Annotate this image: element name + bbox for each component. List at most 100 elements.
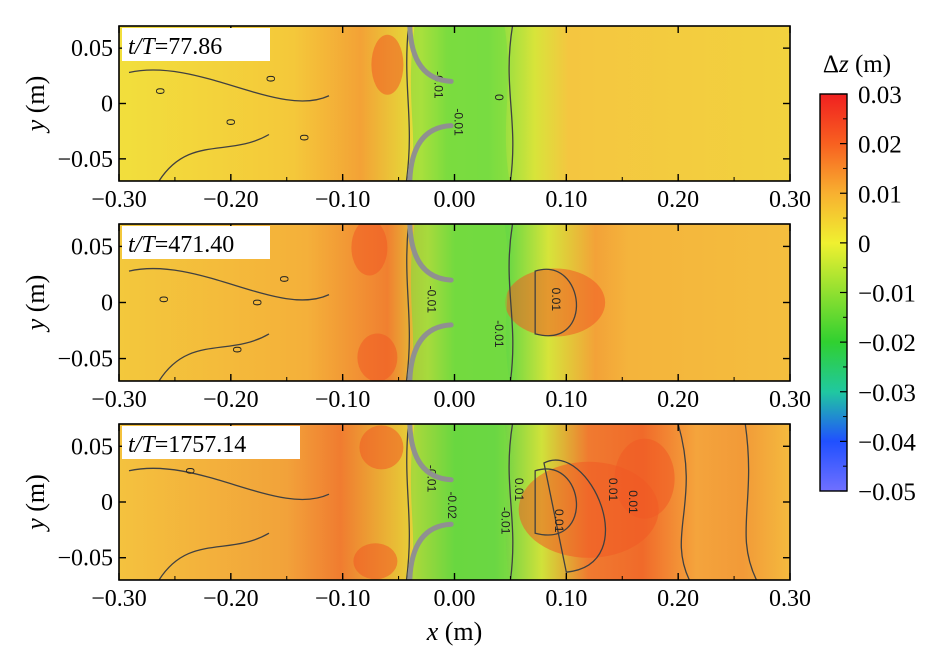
contour-line bbox=[543, 459, 607, 573]
time-label-value: =471.40 bbox=[155, 232, 235, 258]
contour-label: -0.01 bbox=[425, 286, 439, 314]
y-tick-label: 0.05 bbox=[71, 434, 113, 460]
x-tick-label: −0.20 bbox=[203, 586, 259, 612]
x-tick-label: −0.30 bbox=[91, 387, 147, 413]
time-label: t/T=471.40 bbox=[128, 232, 234, 258]
erosion-blob bbox=[353, 543, 398, 580]
contour-label: 0 bbox=[183, 467, 197, 474]
x-tick-label: 0.10 bbox=[545, 187, 587, 213]
colorbar-title-symbol: Δ bbox=[823, 51, 839, 78]
colorbar-tick-label: −0.05 bbox=[858, 479, 916, 506]
structure-arc-lower bbox=[407, 123, 454, 181]
contour-line bbox=[128, 267, 330, 301]
contour-line bbox=[534, 268, 578, 337]
contour-label: 0 bbox=[492, 94, 506, 101]
y-tick-label: 0.05 bbox=[71, 234, 113, 260]
time-label-box bbox=[122, 28, 270, 61]
x-tick-label: −0.30 bbox=[91, 586, 147, 612]
colorbar-tick-label: −0.04 bbox=[858, 429, 916, 456]
structure-arc-upper bbox=[407, 224, 454, 283]
contour-label: 0 bbox=[277, 276, 291, 283]
erosion-blob bbox=[351, 224, 388, 276]
x-tick-label: −0.10 bbox=[315, 187, 371, 213]
time-label: t/T=77.86 bbox=[128, 34, 222, 60]
x-tick-label: 0.00 bbox=[434, 586, 476, 612]
x-tick-label: 0.00 bbox=[434, 387, 476, 413]
contour-line bbox=[677, 424, 690, 580]
x-tick-label: 0.30 bbox=[769, 187, 811, 213]
time-label-box bbox=[122, 226, 270, 259]
time-label-symbol: t/T bbox=[128, 34, 156, 60]
x-tick-label: −0.10 bbox=[315, 387, 371, 413]
x-tick-label: −0.20 bbox=[203, 387, 259, 413]
y-tick-label: 0 bbox=[101, 490, 113, 516]
contour-line bbox=[508, 224, 514, 381]
y-tick-label: −0.05 bbox=[57, 347, 113, 373]
y-axis-label: y (m) bbox=[21, 275, 50, 334]
contour-line bbox=[158, 532, 270, 580]
contour-label: 0 bbox=[297, 134, 311, 141]
colorbar: 0.03 0.02 0.01 0 −0.01 −0.02 −0.03 −0.04 −0.05 Δz… bbox=[819, 51, 916, 506]
time-label-symbol: t/T bbox=[128, 232, 156, 258]
contour-line bbox=[405, 224, 410, 381]
y-axis-label-symbol: y bbox=[21, 318, 50, 333]
colorbar-tick-label: −0.02 bbox=[858, 330, 916, 357]
time-label-box bbox=[122, 426, 300, 459]
contour-label: 0 bbox=[153, 88, 167, 95]
time-label-value: =77.86 bbox=[155, 34, 223, 60]
contour-label: -0.01 bbox=[492, 320, 506, 348]
x-tick-label: 0.20 bbox=[657, 586, 699, 612]
scour-channel bbox=[409, 424, 510, 580]
y-axis-label-unit: (m) bbox=[21, 474, 50, 518]
structure-arc-upper bbox=[407, 26, 454, 84]
contour-label: 0.01 bbox=[626, 490, 640, 514]
erosion-blob bbox=[505, 268, 606, 337]
contour-line bbox=[508, 26, 514, 181]
x-axis-label-symbol: x bbox=[426, 617, 439, 646]
x-tick-label: −0.30 bbox=[91, 187, 147, 213]
erosion-blob bbox=[357, 333, 398, 381]
contour-label: 0 bbox=[264, 75, 278, 82]
panels: 0 0 0 0 0 -0.01 -0.01 −0.30 −0.20 −0.10 0.00 0.10 0.… bbox=[21, 25, 811, 646]
y-tick-label: −0.05 bbox=[57, 147, 113, 173]
contour-line bbox=[744, 424, 758, 580]
time-label-value: =1757.14 bbox=[155, 432, 247, 458]
colorbar-title-unit: (m) bbox=[849, 51, 891, 78]
contour-line bbox=[405, 26, 410, 181]
contour-label: 0 bbox=[223, 119, 237, 126]
contour-label: 0.01 bbox=[549, 288, 563, 312]
colorbar-title-variable: z bbox=[838, 51, 849, 78]
time-label-symbol: t/T bbox=[128, 432, 156, 458]
y-axis-label-symbol: y bbox=[21, 518, 50, 533]
structure-arc-upper bbox=[407, 424, 454, 483]
y-tick-label: 0 bbox=[101, 291, 113, 317]
contour-label: 0.01 bbox=[512, 478, 526, 502]
contour-label: 0 bbox=[156, 296, 170, 303]
contour-line bbox=[158, 333, 270, 381]
y-tick-label: 0.05 bbox=[71, 36, 113, 62]
colorbar-tick-label: 0.02 bbox=[858, 132, 902, 159]
x-axis-label: x (m) bbox=[426, 617, 483, 646]
contour-line bbox=[158, 133, 270, 181]
contour-line bbox=[128, 69, 330, 102]
colorbar-tick-label: 0.01 bbox=[858, 181, 902, 208]
x-tick-label: 0.30 bbox=[769, 586, 811, 612]
colorbar-tick-label: −0.03 bbox=[858, 380, 916, 407]
y-axis-label-symbol: y bbox=[21, 119, 50, 134]
contour-line bbox=[534, 468, 578, 536]
contour-line bbox=[508, 424, 514, 580]
y-tick-label: −0.05 bbox=[57, 546, 113, 572]
scour-channel bbox=[409, 224, 510, 381]
x-axis-label-unit: (m) bbox=[438, 617, 482, 646]
x-tick-label: 0.20 bbox=[657, 387, 699, 413]
y-tick-label: 0 bbox=[101, 92, 113, 118]
x-tick-label: 0.20 bbox=[657, 187, 699, 213]
contour-label: 0 bbox=[250, 299, 264, 306]
panel-2: 0 0 0 0 0.01 -0.01 -0.01 −0.30 −0.20 −0.10 0.00 0.1… bbox=[21, 223, 811, 413]
colorbar-tick-label: −0.01 bbox=[858, 281, 916, 308]
erosion-blob bbox=[371, 34, 404, 95]
x-tick-label: −0.20 bbox=[203, 187, 259, 213]
